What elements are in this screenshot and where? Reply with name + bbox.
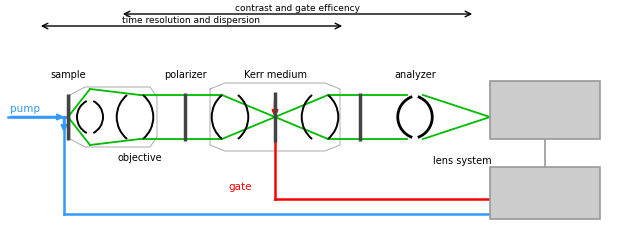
Text: gate: gate <box>228 181 251 191</box>
Text: pump: pump <box>10 104 40 114</box>
Text: analyzer: analyzer <box>394 70 436 80</box>
Text: objective: objective <box>118 152 162 162</box>
Text: polarizer: polarizer <box>163 70 207 80</box>
FancyBboxPatch shape <box>490 167 600 219</box>
Text: contrast and gate efficency: contrast and gate efficency <box>235 4 360 13</box>
FancyBboxPatch shape <box>490 82 600 139</box>
Text: time resolution and dispersion: time resolution and dispersion <box>122 16 260 25</box>
Text: Spectrometer
+
CCD: Spectrometer + CCD <box>502 92 588 129</box>
Text: lens system: lens system <box>433 155 492 165</box>
Text: Kerr medium: Kerr medium <box>243 70 306 80</box>
Text: Integrating
photodiode: Integrating photodiode <box>510 182 580 205</box>
Text: sample: sample <box>50 70 86 80</box>
